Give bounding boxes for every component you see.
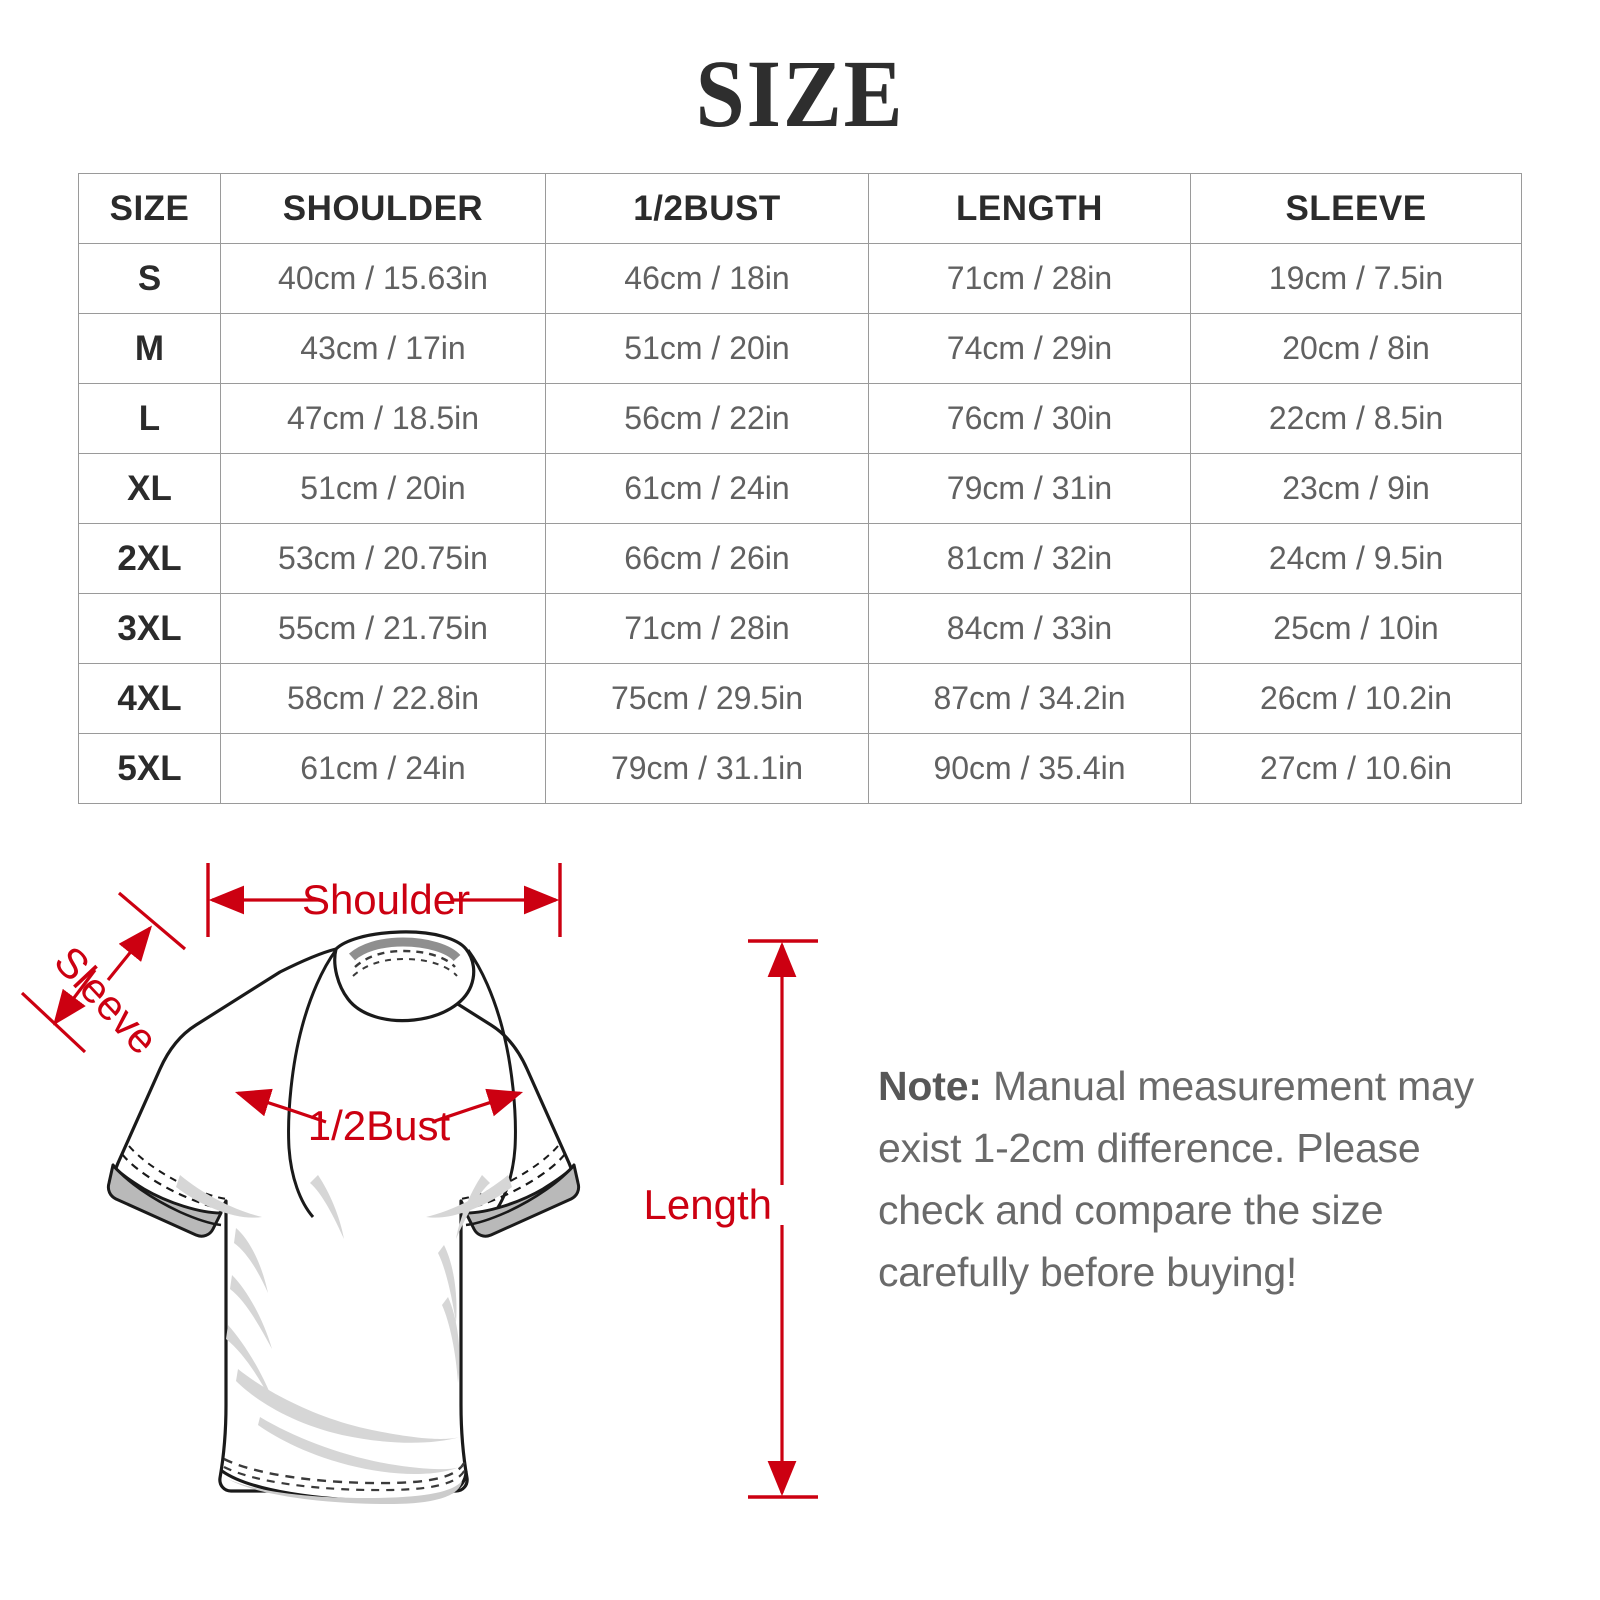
size-chart-table: SIZE SHOULDER 1/2BUST LENGTH SLEEVE S 40… bbox=[78, 173, 1522, 804]
half-bust-arrow-left bbox=[234, 1088, 327, 1124]
hem-stitch-line-2 bbox=[223, 1466, 468, 1492]
cell-sleeve: 24cm / 9.5in bbox=[1190, 523, 1522, 594]
page-title: SIZE bbox=[695, 40, 905, 147]
table-row: L 47cm / 18.5in 56cm / 22in 76cm / 30in … bbox=[78, 383, 1522, 454]
cell-length: 76cm / 30in bbox=[868, 383, 1191, 454]
collar-stitch-line-2 bbox=[352, 957, 458, 977]
cell-sleeve: 19cm / 7.5in bbox=[1190, 243, 1522, 314]
cell-size: 5XL bbox=[78, 733, 221, 804]
cell-half-bust: 79cm / 31.1in bbox=[545, 733, 869, 804]
cell-length: 81cm / 32in bbox=[868, 523, 1191, 594]
tshirt-measurement-diagram: Shoulder Sleeve 1/2Bust Length bbox=[0, 845, 860, 1575]
cell-size: 3XL bbox=[78, 593, 221, 664]
cell-size: 4XL bbox=[78, 663, 221, 734]
cell-size: 2XL bbox=[78, 523, 221, 594]
cell-sleeve: 22cm / 8.5in bbox=[1190, 383, 1522, 454]
table-row: 3XL 55cm / 21.75in 71cm / 28in 84cm / 33… bbox=[78, 593, 1522, 664]
cell-shoulder: 55cm / 21.75in bbox=[220, 593, 546, 664]
sleeve-cuff-right-stitch bbox=[462, 1153, 566, 1211]
cell-size: L bbox=[78, 383, 221, 454]
table-row: M 43cm / 17in 51cm / 20in 74cm / 29in 20… bbox=[78, 313, 1522, 384]
cell-length: 71cm / 28in bbox=[868, 243, 1191, 314]
half-bust-arrow-right bbox=[431, 1088, 524, 1124]
cell-sleeve: 23cm / 9in bbox=[1190, 453, 1522, 524]
cell-sleeve: 27cm / 10.6in bbox=[1190, 733, 1522, 804]
sleeve-cuff-right-edge bbox=[465, 1164, 576, 1227]
collar-band bbox=[348, 937, 461, 962]
cell-length: 74cm / 29in bbox=[868, 313, 1191, 384]
cell-shoulder: 61cm / 24in bbox=[220, 733, 546, 804]
shoulder-seam-left bbox=[287, 949, 338, 1218]
table-row: XL 51cm / 20in 61cm / 24in 79cm / 31in 2… bbox=[78, 453, 1522, 524]
sleeve-cuff-left-stitch bbox=[121, 1153, 225, 1211]
cell-half-bust: 71cm / 28in bbox=[545, 593, 869, 664]
column-header-sleeve: SLEEVE bbox=[1190, 173, 1522, 244]
sleeve-cuff-left-stitch-2 bbox=[128, 1145, 228, 1200]
cell-size: M bbox=[78, 313, 221, 384]
cell-shoulder: 47cm / 18.5in bbox=[220, 383, 546, 454]
half-bust-label: 1/2Bust bbox=[308, 1102, 451, 1149]
fabric-fold-shading bbox=[176, 1175, 512, 1474]
tshirt-illustration bbox=[106, 930, 581, 1504]
cell-sleeve: 25cm / 10in bbox=[1190, 593, 1522, 664]
sleeve-cuff-right-stitch-2 bbox=[459, 1145, 559, 1200]
cell-shoulder: 40cm / 15.63in bbox=[220, 243, 546, 314]
table-header-row: SIZE SHOULDER 1/2BUST LENGTH SLEEVE bbox=[78, 173, 1522, 244]
cell-length: 84cm / 33in bbox=[868, 593, 1191, 664]
cell-length: 79cm / 31in bbox=[868, 453, 1191, 524]
column-header-half-bust: 1/2BUST bbox=[545, 173, 869, 244]
column-header-size: SIZE bbox=[78, 173, 221, 244]
hem-stitch-line bbox=[223, 1457, 468, 1485]
sleeve-cuff-left-edge bbox=[111, 1164, 222, 1227]
collar-stitch-line bbox=[354, 949, 456, 968]
note-label: Note: bbox=[878, 1063, 982, 1109]
cell-size: S bbox=[78, 243, 221, 314]
sleeve-tick-upper bbox=[117, 891, 187, 951]
cell-half-bust: 75cm / 29.5in bbox=[545, 663, 869, 734]
cell-sleeve: 26cm / 10.2in bbox=[1190, 663, 1522, 734]
hem-fill-shade bbox=[228, 1479, 462, 1504]
cell-half-bust: 61cm / 24in bbox=[545, 453, 869, 524]
cell-sleeve: 20cm / 8in bbox=[1190, 313, 1522, 384]
cell-length: 87cm / 34.2in bbox=[868, 663, 1191, 734]
cell-half-bust: 56cm / 22in bbox=[545, 383, 869, 454]
note-text: Manual measurement may exist 1-2cm diffe… bbox=[878, 1063, 1474, 1295]
table-row: 4XL 58cm / 22.8in 75cm / 29.5in 87cm / 3… bbox=[78, 663, 1522, 734]
column-header-length: LENGTH bbox=[868, 173, 1191, 244]
shoulder-label: Shoulder bbox=[302, 876, 470, 923]
length-label: Length bbox=[644, 1181, 772, 1228]
sleeve-arrow-lower bbox=[53, 969, 97, 1026]
cell-half-bust: 66cm / 26in bbox=[545, 523, 869, 594]
cell-shoulder: 53cm / 20.75in bbox=[220, 523, 546, 594]
sleeve-tick-lower bbox=[20, 991, 87, 1054]
cell-shoulder: 51cm / 20in bbox=[220, 453, 546, 524]
cell-size: XL bbox=[78, 453, 221, 524]
table-row: S 40cm / 15.63in 46cm / 18in 71cm / 28in… bbox=[78, 243, 1522, 314]
sleeve-arrow-upper bbox=[106, 925, 153, 982]
table-row: 5XL 61cm / 24in 79cm / 31.1in 90cm / 35.… bbox=[78, 733, 1522, 804]
cell-shoulder: 58cm / 22.8in bbox=[220, 663, 546, 734]
cell-half-bust: 51cm / 20in bbox=[545, 313, 869, 384]
note-block: Note: Manual measurement may exist 1-2cm… bbox=[878, 1055, 1518, 1303]
column-header-shoulder: SHOULDER bbox=[220, 173, 546, 244]
table-row: 2XL 53cm / 20.75in 66cm / 26in 81cm / 32… bbox=[78, 523, 1522, 594]
cell-shoulder: 43cm / 17in bbox=[220, 313, 546, 384]
sleeve-label: Sleeve bbox=[45, 937, 167, 1063]
cell-half-bust: 46cm / 18in bbox=[545, 243, 869, 314]
neck-opening bbox=[333, 930, 476, 1023]
cell-length: 90cm / 35.4in bbox=[868, 733, 1191, 804]
